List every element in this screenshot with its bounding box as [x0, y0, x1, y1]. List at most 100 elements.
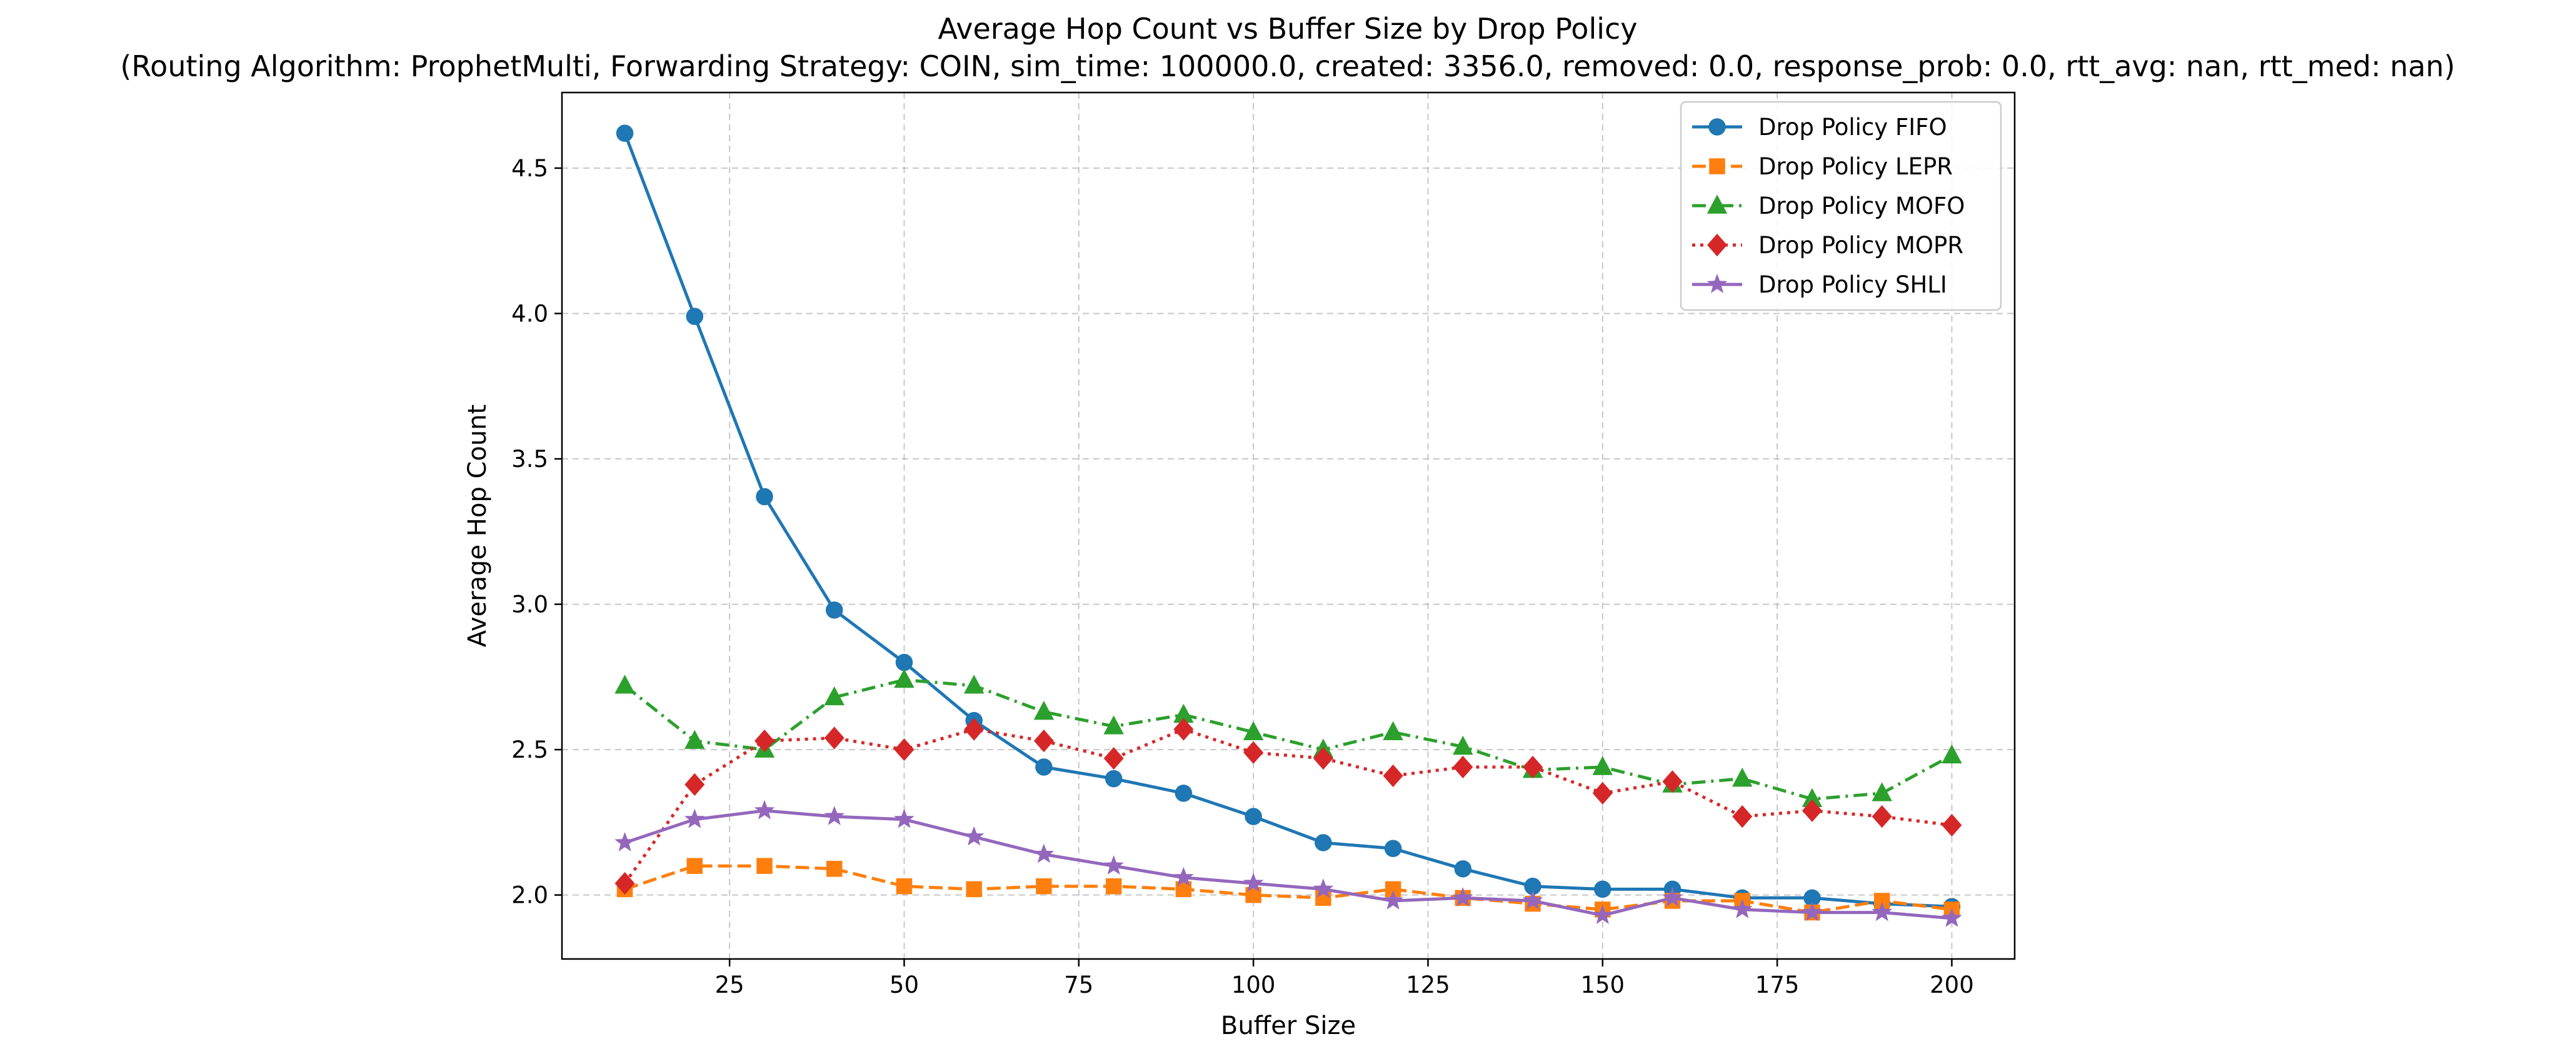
data-point-marker — [826, 601, 843, 619]
series-line — [623, 133, 1952, 908]
series-line — [624, 678, 1953, 801]
y-axis-label: Average Hop Count — [463, 404, 492, 647]
plot-area-frame — [561, 91, 2016, 960]
data-point-marker — [896, 878, 913, 895]
y-tick-label: 3.5 — [511, 446, 548, 473]
data-point-marker — [824, 726, 844, 750]
data-point-marker — [1592, 756, 1613, 775]
legend-label: Drop Policy SHLI — [1758, 271, 1947, 298]
legend-item: Drop Policy LEPR — [1692, 153, 1953, 180]
data-point-marker — [966, 881, 982, 898]
data-point-marker — [1732, 805, 1753, 828]
data-point-marker — [1173, 866, 1194, 886]
data-point-marker — [826, 861, 843, 877]
data-point-marker — [1453, 735, 1473, 755]
legend-marker — [1708, 118, 1726, 136]
x-tick-label: 100 — [1231, 971, 1276, 998]
data-point-marker — [894, 808, 915, 828]
x-tick-label: 50 — [890, 971, 919, 998]
data-point-marker — [616, 124, 634, 142]
y-tick-label: 2.5 — [511, 736, 548, 763]
data-point-marker — [686, 308, 704, 325]
data-point-marker — [1103, 746, 1124, 770]
legend-item: Drop Policy FIFO — [1692, 114, 1947, 141]
data-point-marker — [1313, 878, 1334, 898]
x-tick-label: 150 — [1580, 971, 1625, 998]
data-point-marker — [963, 826, 985, 846]
data-point-marker — [1453, 887, 1473, 907]
data-point-marker — [1384, 840, 1402, 858]
data-point-marker — [963, 675, 985, 694]
data-point-marker — [614, 831, 635, 851]
data-point-marker — [1383, 890, 1403, 910]
axis-ticks: 25 50 75 100 125 150 175 200 2.0 2.5 3.0 3.5 4.0 4.5 — [511, 155, 1974, 998]
y-tick-label: 2.0 — [511, 882, 548, 909]
data-point-marker — [824, 686, 845, 706]
series-line — [624, 809, 1952, 920]
data-point-marker — [756, 488, 773, 506]
data-point-marker — [1453, 755, 1473, 779]
data-point-marker — [894, 738, 915, 761]
legend-item: Drop Policy SHLI — [1692, 271, 1947, 298]
data-point-marker — [1243, 872, 1264, 892]
chart-subtitle: (Routing Algorithm: ProphetMulti, Forwar… — [120, 49, 2455, 83]
data-point-marker — [1594, 880, 1611, 898]
data-point-marker — [1105, 770, 1123, 788]
data-point-marker — [1243, 741, 1264, 764]
data-point-marker — [1942, 813, 1962, 837]
data-point-marker — [1732, 898, 1753, 918]
data-point-marker — [1942, 907, 1962, 927]
legend-item: Drop Policy MOPR — [1692, 232, 1963, 259]
data-point-marker — [1033, 730, 1054, 753]
series-line — [623, 728, 1952, 885]
data-point-marker — [1103, 855, 1124, 875]
data-point-marker — [1036, 878, 1052, 895]
data-point-marker — [895, 653, 913, 671]
x-tick-label: 200 — [1930, 971, 1974, 998]
data-point-marker — [964, 718, 985, 741]
data-point-marker — [756, 858, 773, 874]
x-tick-label: 75 — [1064, 971, 1093, 998]
data-point-marker — [1105, 878, 1122, 895]
x-tick-label: 175 — [1755, 971, 1800, 998]
data-point-marker — [1522, 890, 1543, 910]
data-point-marker — [1872, 782, 1892, 801]
legend-marker — [1706, 194, 1728, 214]
data-point-marker — [1033, 701, 1055, 720]
data-series — [614, 124, 1962, 927]
data-point-marker — [1662, 770, 1683, 793]
data-point-marker — [684, 730, 705, 749]
legend: Drop Policy FIFO Drop Policy LEPR Drop Pol… — [1680, 101, 2002, 311]
series-drop-policy-shli — [614, 800, 1962, 927]
data-point-marker — [1315, 890, 1331, 906]
x-axis-label: Buffer Size — [1221, 1011, 1356, 1040]
legend-label: Drop Policy MOFO — [1758, 193, 1965, 219]
data-point-marker — [1942, 744, 1962, 764]
data-point-marker — [1245, 808, 1262, 825]
y-tick-label: 3.0 — [511, 591, 548, 618]
y-tick-label: 4.5 — [511, 155, 548, 182]
data-point-marker — [1383, 721, 1403, 740]
data-point-marker — [1035, 758, 1053, 776]
data-point-marker — [686, 858, 703, 874]
chart-title: Average Hop Count vs Buffer Size by Drop… — [938, 12, 1637, 46]
legend-marker — [1706, 273, 1728, 293]
data-point-marker — [1872, 805, 1892, 828]
legend-label: Drop Policy MOPR — [1758, 232, 1963, 259]
series-drop-policy-mopr — [614, 718, 1962, 895]
data-point-marker — [894, 668, 915, 688]
data-point-marker — [1662, 887, 1683, 907]
data-point-marker — [1103, 715, 1124, 735]
data-point-marker — [1243, 721, 1264, 740]
data-point-marker — [1872, 901, 1893, 921]
x-tick-label: 25 — [715, 971, 744, 998]
series-line — [624, 864, 1952, 915]
data-point-marker — [1383, 764, 1403, 788]
data-point-marker — [614, 675, 635, 694]
data-point-marker — [1592, 781, 1613, 805]
data-point-marker — [1592, 905, 1613, 925]
data-point-marker — [1033, 843, 1055, 863]
data-point-marker — [754, 800, 775, 820]
y-tick-label: 4.0 — [511, 300, 548, 327]
